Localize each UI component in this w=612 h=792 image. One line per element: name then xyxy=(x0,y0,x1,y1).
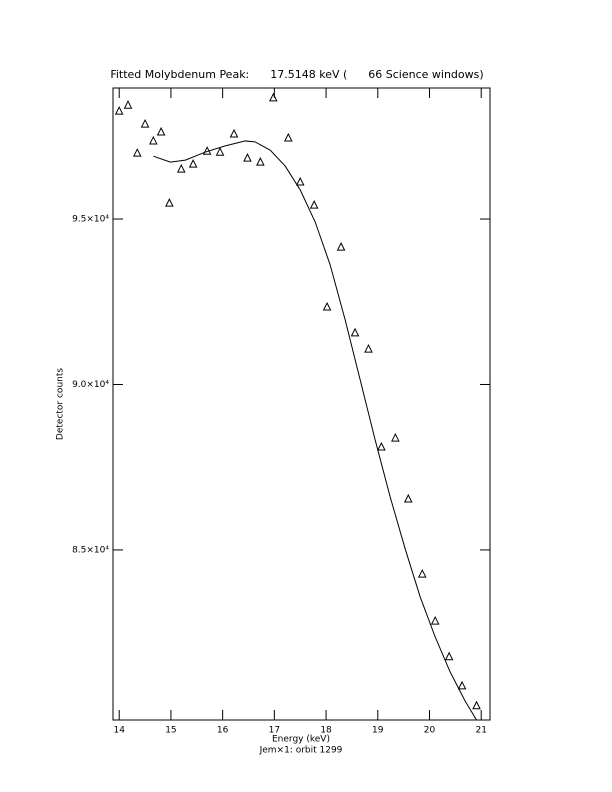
y-tick-label: 9.0×10⁴ xyxy=(72,380,109,390)
data-point xyxy=(156,126,166,136)
data-point xyxy=(243,153,252,162)
data-point xyxy=(176,163,186,173)
data-point xyxy=(132,148,142,157)
data-point xyxy=(430,615,440,625)
data-point xyxy=(336,242,346,251)
y-axis-label: Detector counts xyxy=(56,368,66,440)
data-point xyxy=(256,157,265,166)
x-tick-label: 14 xyxy=(113,726,125,736)
data-point xyxy=(188,158,198,168)
data-point xyxy=(457,680,467,690)
x-tick-label: 21 xyxy=(475,726,486,736)
data-point xyxy=(284,132,293,142)
fit-line xyxy=(153,140,477,721)
x-tick-label: 15 xyxy=(165,726,176,736)
subtitle: Jem×1: orbit 1299 xyxy=(259,746,343,756)
x-tick-label: 16 xyxy=(217,726,229,736)
x-axis-label: Energy (keV) xyxy=(272,735,330,745)
data-point xyxy=(350,327,360,337)
data-point xyxy=(472,700,481,710)
data-point xyxy=(364,343,373,353)
data-point xyxy=(391,432,400,442)
x-tick-label: 17 xyxy=(269,726,280,736)
data-point xyxy=(149,135,158,145)
x-tick-label: 18 xyxy=(320,726,332,736)
data-point xyxy=(165,198,174,207)
data-point xyxy=(444,651,454,661)
data-point xyxy=(295,176,305,186)
y-tick-label: 8.5×10⁴ xyxy=(72,545,109,555)
data-point xyxy=(215,147,225,156)
plot-frame xyxy=(112,87,491,721)
data-point xyxy=(417,568,427,578)
data-point xyxy=(114,106,124,115)
data-point xyxy=(309,200,319,209)
data-point xyxy=(269,92,278,102)
data-point xyxy=(322,301,332,311)
data-point xyxy=(229,128,239,138)
data-point xyxy=(377,441,386,451)
chart-title: Fitted Molybdenum Peak: 17.5148 keV ( 66… xyxy=(110,68,483,81)
data-point xyxy=(123,100,133,109)
x-tick-label: 20 xyxy=(424,726,436,736)
x-tick-label: 19 xyxy=(372,726,384,736)
data-point xyxy=(403,493,413,503)
y-tick-label: 9.5×10⁴ xyxy=(72,215,109,225)
data-point xyxy=(140,118,150,128)
